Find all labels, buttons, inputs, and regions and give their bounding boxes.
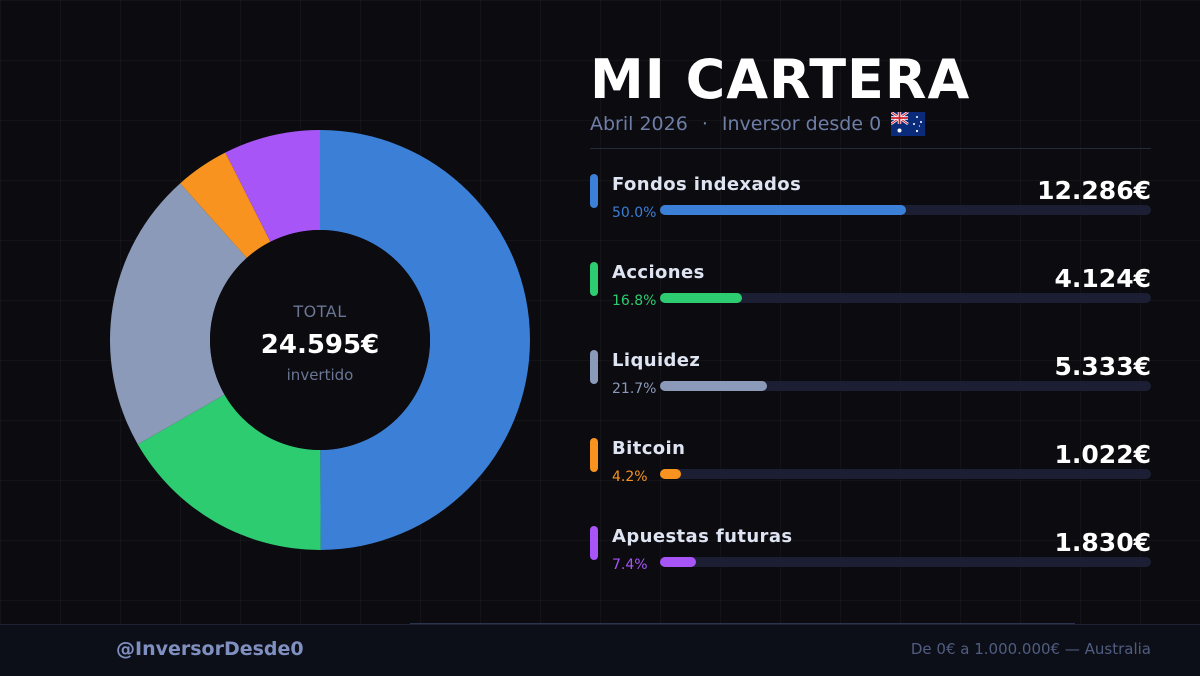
page-title: MI CARTERA bbox=[590, 48, 971, 111]
asset-row-liquidez: Liquidez 5.333€ 21.7% bbox=[590, 350, 1151, 410]
asset-percent: 21.7% bbox=[612, 381, 657, 397]
asset-row-bitcoin: Bitcoin 1.022€ 4.2% bbox=[590, 438, 1151, 498]
asset-progress-fill bbox=[660, 381, 767, 391]
donut-hole bbox=[210, 230, 430, 450]
social-handle: @InversorDesde0 bbox=[116, 638, 304, 660]
donut-slice-bitcoin bbox=[180, 152, 271, 258]
asset-name: Acciones bbox=[612, 262, 705, 283]
donut-center-sub: invertido bbox=[286, 366, 354, 384]
asset-percent: 16.8% bbox=[612, 293, 657, 309]
asset-value: 5.333€ bbox=[1054, 352, 1151, 381]
investor-label: Inversor desde 0 bbox=[721, 113, 882, 135]
asset-percent: 7.4% bbox=[612, 557, 648, 573]
asset-progress-fill bbox=[660, 557, 697, 567]
asset-value: 1.830€ bbox=[1054, 528, 1151, 557]
australia-flag-icon bbox=[891, 112, 926, 136]
donut-slice-fondos-indexados bbox=[320, 130, 531, 550]
asset-percent: 50.0% bbox=[612, 205, 657, 221]
donut-slice-liquidez bbox=[110, 183, 247, 445]
asset-row-apuestas: Apuestas futuras 1.830€ 7.4% bbox=[590, 526, 1151, 586]
donut-slice-apuestas-futuras bbox=[225, 130, 320, 242]
asset-progress-track bbox=[660, 469, 1151, 479]
asset-accent-bar bbox=[590, 174, 598, 208]
asset-progress-fill bbox=[660, 469, 681, 479]
asset-value: 4.124€ bbox=[1054, 264, 1151, 293]
header-divider bbox=[590, 148, 1151, 149]
asset-progress-fill bbox=[660, 293, 743, 303]
asset-accent-bar bbox=[590, 262, 598, 296]
asset-progress-track bbox=[660, 205, 1151, 215]
separator-dot: · bbox=[701, 113, 708, 135]
footer-bar bbox=[0, 624, 1200, 676]
donut-center-total: 24.595€ bbox=[260, 330, 380, 360]
donut-slice-acciones bbox=[137, 394, 321, 550]
asset-row-acciones: Acciones 4.124€ 16.8% bbox=[590, 262, 1151, 322]
donut-chart bbox=[110, 130, 531, 550]
asset-accent-bar bbox=[590, 526, 598, 560]
asset-value: 12.286€ bbox=[1037, 176, 1151, 205]
asset-name: Fondos indexados bbox=[612, 174, 802, 195]
subtitle: Abril 2026 · Inversor desde 0 bbox=[590, 112, 926, 136]
asset-progress-track bbox=[660, 557, 1151, 567]
asset-progress-track bbox=[660, 293, 1151, 303]
footer-tagline: De 0€ a 1.000.000€ — Australia bbox=[910, 640, 1151, 658]
asset-percent: 4.2% bbox=[612, 469, 648, 485]
asset-accent-bar bbox=[590, 350, 598, 384]
asset-progress-track bbox=[660, 381, 1151, 391]
asset-row-fondos: Fondos indexados 12.286€ 50.0% bbox=[590, 174, 1151, 234]
asset-progress-fill bbox=[660, 205, 906, 215]
donut-center-label: TOTAL bbox=[293, 302, 347, 321]
asset-accent-bar bbox=[590, 438, 598, 472]
asset-name: Apuestas futuras bbox=[612, 526, 793, 547]
asset-value: 1.022€ bbox=[1054, 440, 1151, 469]
asset-name: Bitcoin bbox=[612, 438, 686, 459]
asset-name: Liquidez bbox=[612, 350, 701, 371]
month-label: Abril 2026 bbox=[590, 113, 688, 135]
